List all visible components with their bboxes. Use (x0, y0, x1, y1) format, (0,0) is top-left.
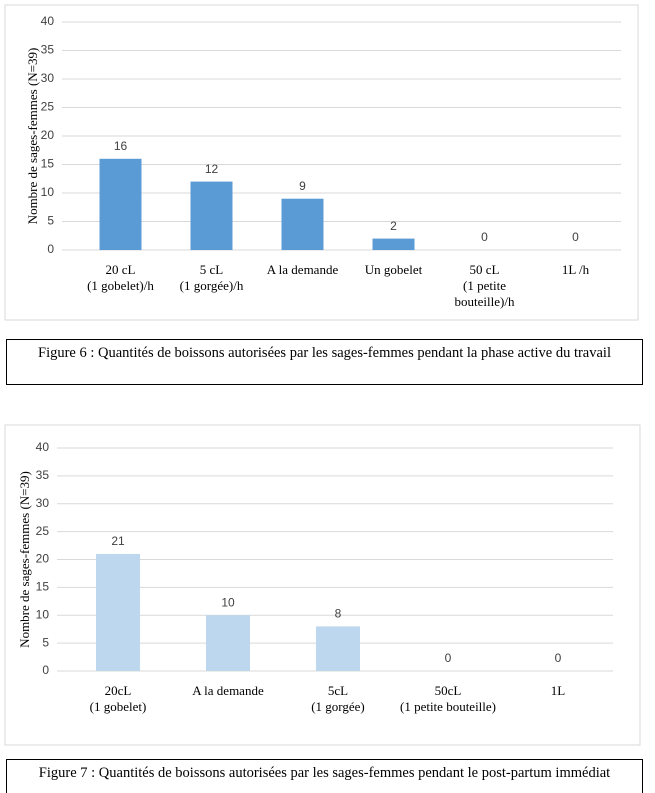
chart-frame (4, 424, 641, 746)
value-label: 0 (555, 651, 562, 665)
y-tick-label: 25 (41, 100, 55, 114)
y-tick-label: 5 (47, 214, 54, 228)
y-tick-label: 30 (36, 496, 50, 510)
y-tick-label: 10 (36, 607, 50, 621)
y-tick-label: 35 (36, 468, 50, 482)
x-tick-label: 5cL (1 gorgée) (311, 683, 365, 714)
value-label: 10 (221, 595, 235, 609)
y-tick-label: 15 (36, 580, 50, 594)
y-tick-label: 30 (41, 71, 55, 85)
value-label: 8 (335, 607, 342, 621)
value-label: 9 (299, 179, 306, 193)
bar (281, 198, 324, 250)
value-label: 21 (111, 534, 125, 548)
x-tick-label: 5 cL (1 gorgée)/h (179, 262, 244, 293)
value-label: 0 (445, 651, 452, 665)
x-tick-label: 1L (550, 683, 566, 698)
bar (316, 626, 360, 671)
caption: Figure 7 : Quantités de boissons autoris… (6, 759, 643, 793)
value-label: 0 (572, 230, 579, 244)
x-tick-label: A la demande (192, 683, 264, 698)
y-tick-label: 15 (41, 157, 55, 171)
y-axis-title: Nombre de sages-femmes (N=39) (25, 48, 40, 225)
bar (99, 158, 142, 250)
y-tick-label: 5 (42, 635, 49, 649)
x-tick-label: 1L /h (561, 262, 590, 277)
bar (96, 553, 140, 671)
y-tick-label: 25 (36, 524, 50, 538)
y-tick-label: 0 (42, 663, 49, 677)
bar (206, 615, 250, 671)
y-tick-label: 0 (47, 242, 54, 256)
y-tick-label: 40 (36, 440, 50, 454)
bar (372, 238, 415, 250)
value-label: 2 (390, 219, 397, 233)
x-tick-label: A la demande (266, 262, 339, 277)
y-tick-label: 40 (41, 14, 55, 28)
chart-frame (4, 4, 639, 321)
bar (190, 181, 233, 250)
x-tick-label: 50cL (1 petite bouteille) (399, 683, 497, 714)
y-tick-label: 20 (36, 552, 50, 566)
x-tick-label: 20 cL (1 gobelet)/h (87, 262, 154, 293)
y-axis-title: Nombre de sages-femmes (N=39) (17, 471, 32, 648)
y-tick-label: 35 (41, 43, 55, 57)
value-label: 12 (205, 162, 219, 176)
value-label: 0 (481, 230, 488, 244)
x-tick-label: 20cL (1 gobelet) (89, 683, 147, 714)
y-tick-label: 10 (41, 185, 55, 199)
x-tick-label: Un gobelet (364, 262, 423, 277)
caption: Figure 6 : Quantités de boissons autoris… (6, 339, 643, 385)
x-tick-label: 50 cL (1 petite bouteille)/h (454, 262, 515, 309)
value-label: 16 (114, 139, 128, 153)
y-tick-label: 20 (41, 128, 55, 142)
